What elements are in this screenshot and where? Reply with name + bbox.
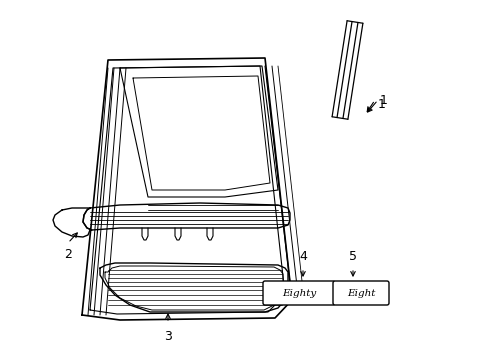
Text: 2: 2 <box>64 248 72 261</box>
Text: 5: 5 <box>349 250 357 263</box>
Text: 1: 1 <box>378 98 386 111</box>
Text: 4: 4 <box>299 250 307 263</box>
Text: Eight: Eight <box>347 288 375 297</box>
Text: Eighty: Eighty <box>282 288 316 297</box>
Text: 3: 3 <box>164 330 172 343</box>
FancyBboxPatch shape <box>263 281 335 305</box>
FancyBboxPatch shape <box>333 281 389 305</box>
Text: 1: 1 <box>380 94 388 107</box>
